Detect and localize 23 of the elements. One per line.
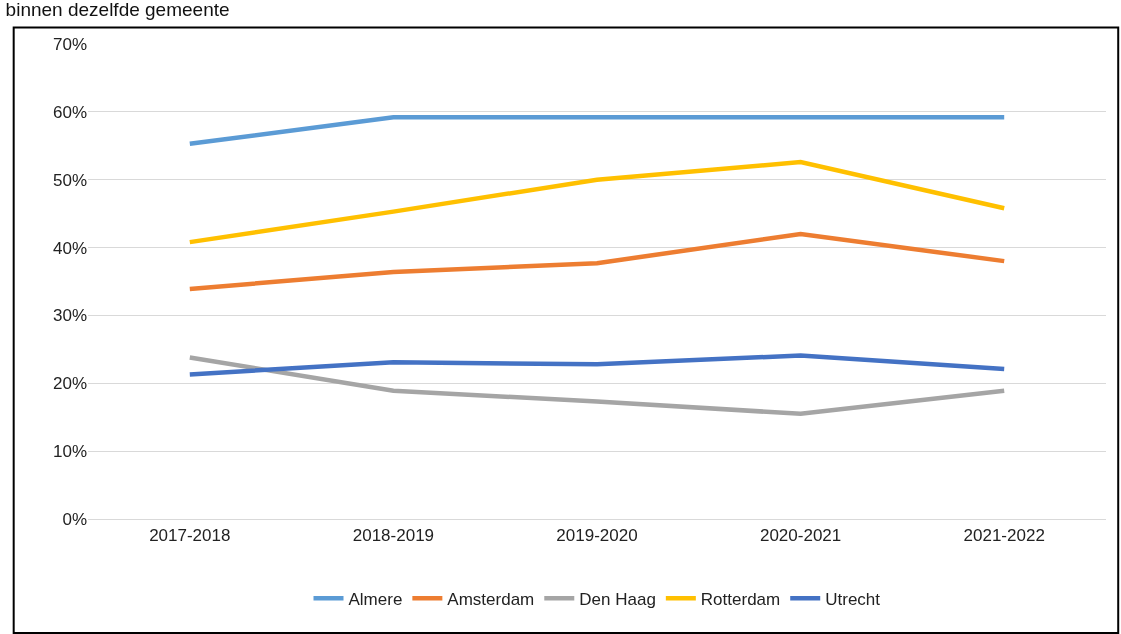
x-tick-label: 2019-2020	[556, 525, 638, 545]
line-series	[187, 355, 1007, 417]
x-tick-label: 2020-2021	[759, 525, 842, 545]
y-tick-label: 50%	[52, 170, 87, 190]
y-tick-label: 70%	[52, 34, 87, 54]
legend-label: Utrecht	[825, 589, 881, 609]
legend-label: Amsterdam	[447, 589, 535, 609]
y-tick-label: 20%	[52, 374, 87, 394]
line-series	[187, 353, 1007, 377]
y-tick-label: 60%	[52, 102, 87, 122]
y-tick-label: 10%	[52, 442, 87, 462]
y-tick-label: 30%	[52, 306, 87, 326]
line-series	[187, 231, 1007, 292]
legend-label: Almere	[348, 589, 403, 609]
legend-label: Den Haag	[579, 589, 656, 609]
y-tick-label: 0%	[62, 509, 87, 529]
line-series	[187, 159, 1007, 245]
x-tick-label: 2021-2022	[963, 525, 1045, 545]
x-tick-label: 2017-2018	[149, 525, 231, 545]
x-tick-label: 2018-2019	[352, 525, 435, 545]
chart-title: binnen dezelfde gemeente	[5, 0, 230, 21]
y-tick-label: 40%	[52, 238, 87, 258]
legend-label: Rotterdam	[700, 589, 781, 609]
